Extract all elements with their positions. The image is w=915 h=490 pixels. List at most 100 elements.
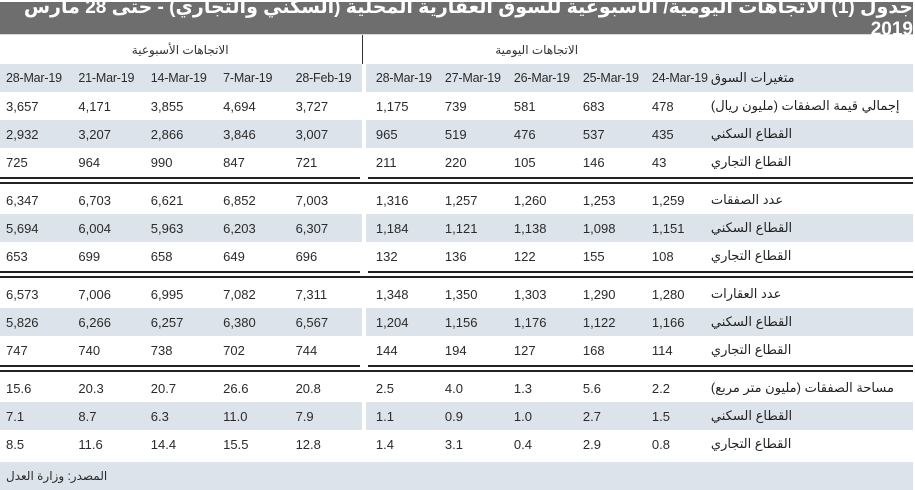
weekly-value-cell: 6,266 [78, 314, 111, 330]
table-row: إجمالي قيمة الصفقات (مليون ريال) 478 683 58… [0, 92, 913, 120]
weekly-value-cell: 6,004 [78, 220, 111, 236]
row-label-cell: القطاع التجاري [711, 336, 913, 364]
row-label-cell: القطاع السكني [710, 214, 913, 242]
daily-value-cell: 1.0 [513, 408, 532, 424]
row-label: القطاع التجاري [710, 436, 792, 451]
weekly-value-cell: 5,963 [150, 220, 184, 236]
row-label: عدد الصفقات [710, 192, 784, 207]
daily-values: 1.5 2.7 1.0 0.9 1.1 [365, 402, 711, 430]
weekly-value-cell: 11.0 [223, 408, 248, 424]
weekly-value-cell: 5,826 [6, 314, 39, 330]
daily-value-cell: 194 [444, 342, 467, 358]
daily-value-cell: 127 [513, 342, 536, 358]
weekly-value-cell: 696 [295, 248, 318, 264]
table-row: القطاع السكني 435 537 476 519 965 3,007 3,846 2,… [0, 120, 913, 148]
date-cell: 28-Mar-19 [375, 71, 432, 85]
date-cell: 27-Mar-19 [444, 71, 501, 85]
group-gap [361, 186, 366, 214]
weekly-values: 6,567 6,380 6,257 6,266 5,826 [0, 308, 362, 336]
daily-value-cell: 3.1 [444, 436, 463, 452]
weekly-value-cell: 5,694 [6, 220, 39, 236]
group-separator [0, 270, 913, 280]
weekly-value-cell: 20.3 [78, 380, 104, 396]
daily-value-cell: 168 [582, 342, 605, 358]
date-header-row: متغيرات السوق 24-Mar-19 25-Mar-19 26-Mar… [0, 64, 913, 92]
label-col-header: متغيرات السوق [710, 64, 913, 92]
daily-values: 1,280 1,290 1,303 1,350 1,348 [366, 280, 711, 308]
daily-value-cell: 1,260 [513, 192, 547, 208]
weekly-value-cell: 15.5 [223, 436, 249, 452]
group-gap [361, 214, 366, 242]
daily-value-cell: 122 [513, 248, 536, 264]
daily-value-cell: 0.8 [651, 436, 670, 452]
daily-value-cell: 155 [582, 248, 605, 264]
row-label-cell: القطاع السكني [710, 402, 913, 430]
row-label: عدد العقارات [710, 286, 782, 301]
row-label-cell: عدد العقارات [711, 280, 913, 308]
source-note: المصدر: وزارة العدل [6, 469, 108, 483]
row-label: مساحة الصفقات (مليون متر مربع) [710, 380, 894, 395]
table-row: القطاع السكني 1.5 2.7 1.0 0.9 1.1 7.9 11.0 6.3 8.… [0, 402, 913, 430]
weekly-value-cell: 6.3 [150, 408, 169, 424]
daily-value-cell: 476 [513, 126, 536, 142]
label-col-spacer [708, 35, 913, 64]
daily-value-cell: 0.9 [444, 408, 463, 424]
daily-value-cell: 1,184 [375, 220, 409, 236]
weekly-value-cell: 7,082 [223, 286, 256, 302]
table-row: القطاع السكني 1,166 1,122 1,176 1,156 1,204 6,… [0, 308, 913, 336]
weekly-value-cell: 738 [150, 342, 173, 358]
group-gap [361, 308, 366, 336]
weekly-value-cell: 3,855 [150, 98, 184, 114]
weekly-value-cell: 8.7 [78, 408, 97, 424]
daily-values: 435 537 476 519 965 [365, 120, 711, 148]
group-gap [361, 430, 366, 458]
weekly-value-cell: 702 [223, 342, 245, 358]
group-separator [0, 364, 913, 374]
daily-value-cell: 1,316 [375, 192, 409, 208]
weekly-value-cell: 3,207 [78, 126, 111, 142]
date-cell: 28-Mar-19 [6, 71, 62, 85]
row-label: القطاع السكني [710, 408, 793, 423]
weekly-value-cell: 7,003 [295, 192, 329, 208]
weekly-values: 7,311 7,082 6,995 7,006 6,573 [0, 280, 362, 308]
daily-values: 478 683 581 739 1,175 [366, 92, 711, 120]
daily-value-cell: 1,280 [651, 286, 685, 302]
daily-value-cell: 220 [444, 154, 467, 170]
daily-value-cell: 1.5 [651, 408, 670, 424]
weekly-value-cell: 6,257 [150, 314, 184, 330]
separator-notch [360, 176, 368, 186]
daily-value-cell: 1.3 [513, 380, 532, 396]
separator-notch [360, 270, 368, 280]
daily-values: 114 168 127 194 144 [366, 336, 711, 364]
daily-value-cell: 1,156 [444, 314, 478, 330]
weekly-value-cell: 964 [78, 154, 101, 170]
weekly-value-cell: 847 [223, 154, 245, 170]
daily-values: 1,259 1,253 1,260 1,257 1,316 [366, 186, 711, 214]
table-row: عدد الصفقات 1,259 1,253 1,260 1,257 1,316 7,00… [0, 186, 913, 214]
daily-value-cell: 108 [651, 248, 674, 264]
daily-value-cell: 1.4 [375, 436, 394, 452]
daily-value-cell: 435 [651, 126, 674, 142]
daily-values: 0.8 2.9 0.4 3.1 1.4 [366, 430, 711, 458]
weekly-value-cell: 7.1 [6, 408, 25, 424]
weekly-value-cell: 12.8 [295, 436, 321, 452]
weekly-dates: 28-Feb-19 7-Mar-19 14-Mar-19 21-Mar-19 2… [0, 64, 362, 92]
date-cell: 25-Mar-19 [582, 71, 639, 85]
daily-values: 108 155 122 136 132 [366, 242, 711, 270]
daily-value-cell: 43 [651, 154, 667, 170]
daily-value-cell: 146 [582, 154, 605, 170]
group-header-row: الاتجاهات اليومية الاتجاهات الأسبوعية [0, 35, 913, 64]
weekly-value-cell: 20.7 [150, 380, 177, 396]
weekly-value-cell: 658 [150, 248, 173, 264]
weekly-value-cell: 4,171 [78, 98, 111, 114]
weekly-value-cell: 11.6 [78, 436, 103, 452]
table-row: القطاع التجاري 108 155 122 136 132 696 649 658 69… [0, 242, 913, 270]
table-row: مساحة الصفقات (مليون متر مربع) 2.2 5.6 1.3 4… [0, 374, 913, 402]
weekly-value-cell: 26.6 [223, 380, 249, 396]
weekly-value-cell: 6,852 [223, 192, 256, 208]
date-cell: 21-Mar-19 [78, 71, 135, 85]
daily-value-cell: 1,259 [651, 192, 685, 208]
weekly-value-cell: 653 [6, 248, 28, 264]
daily-value-cell: 1,138 [513, 220, 547, 236]
weekly-values: 7,003 6,852 6,621 6,703 6,347 [0, 186, 362, 214]
